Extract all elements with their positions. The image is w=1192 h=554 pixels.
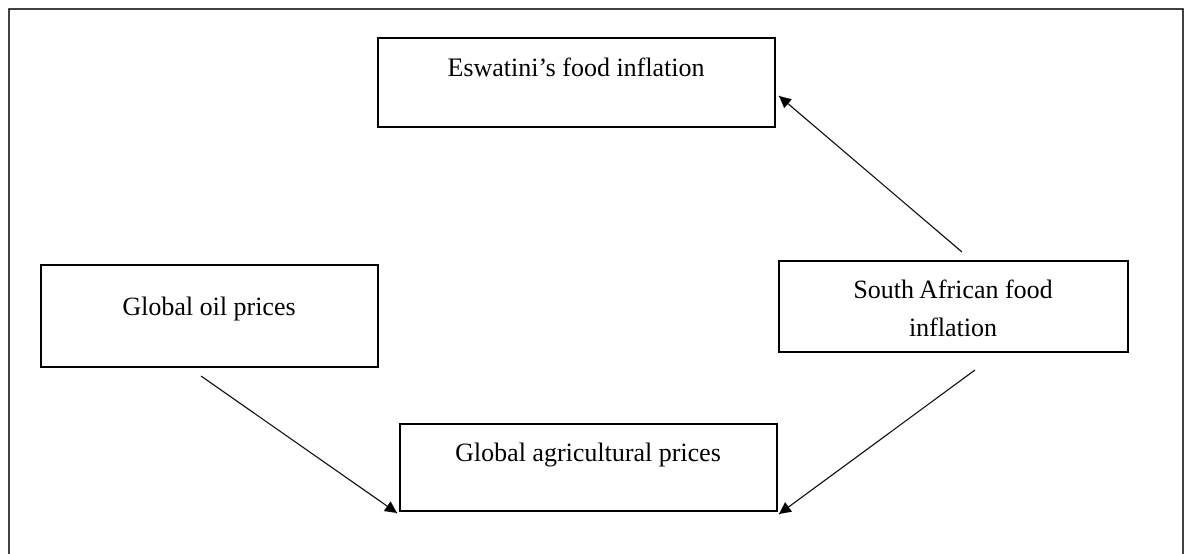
arrow [200, 375, 398, 514]
node-box [399, 423, 778, 512]
node-box [778, 260, 1129, 353]
node-box [40, 264, 379, 368]
node-box [377, 37, 776, 128]
arrow [778, 369, 976, 515]
frame [8, 8, 1184, 554]
node-label: inflation [909, 313, 997, 342]
node-label: Global agricultural prices [455, 438, 721, 467]
arrow [778, 95, 963, 253]
node-label: South African food [853, 275, 1052, 304]
node-label: Global oil prices [122, 292, 295, 321]
node-label: Eswatini’s food inflation [447, 53, 704, 82]
